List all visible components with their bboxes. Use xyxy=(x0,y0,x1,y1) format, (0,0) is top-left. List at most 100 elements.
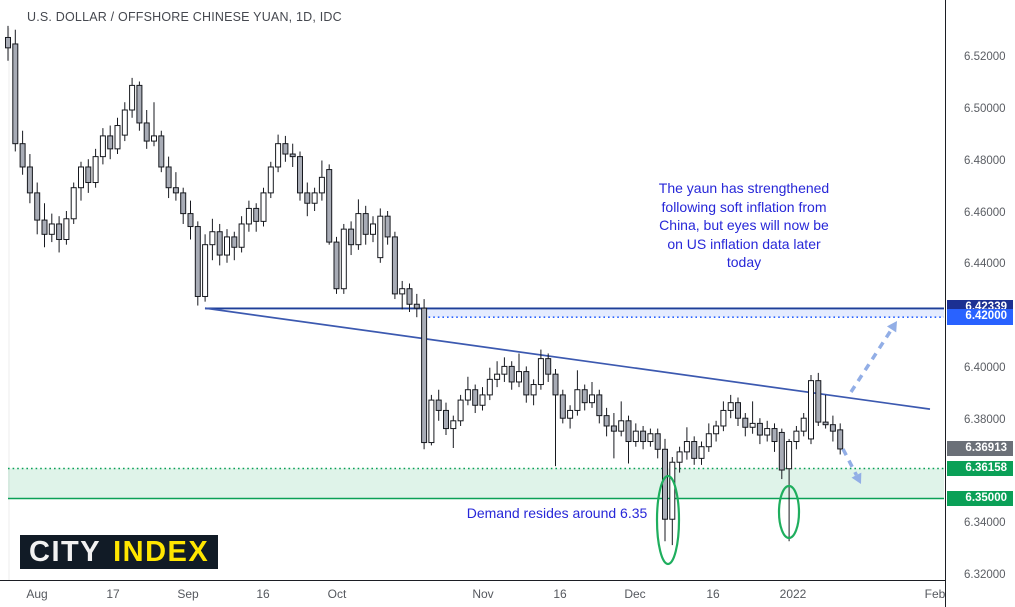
candle-body xyxy=(260,192,267,222)
candle-body xyxy=(180,192,187,215)
candle-body xyxy=(34,192,41,221)
city-index-logo: CITY INDEX xyxy=(20,535,219,569)
candle-body xyxy=(63,218,70,240)
time-axis-label: Sep xyxy=(177,587,199,601)
candle-body xyxy=(238,223,245,248)
candle-body xyxy=(486,378,493,396)
candle-body xyxy=(85,166,92,184)
candle-body xyxy=(253,207,260,222)
candle-body xyxy=(494,373,501,380)
price-axis-label: 6.32000 xyxy=(964,569,1006,582)
candle-body xyxy=(348,228,355,246)
candle-body xyxy=(267,166,274,194)
highlight-ellipse[interactable] xyxy=(777,484,801,540)
candle-body xyxy=(559,394,566,419)
price-axis[interactable]: 6.52000 6.50000 6.48000 6.46000 6.44000 6.400… xyxy=(945,0,1015,607)
time-axis-label: 16 xyxy=(706,587,720,601)
candle-body xyxy=(202,244,209,297)
annotation-inflation-note[interactable]: The yaun has strengthened following soft… xyxy=(658,180,830,270)
candle-body xyxy=(224,236,230,256)
candle-body xyxy=(92,156,99,184)
candle-body xyxy=(158,135,165,168)
symbol-title: U.S. DOLLAR / OFFSHORE CHINESE YUAN, 1D,… xyxy=(27,10,342,24)
price-axis-label: 6.34000 xyxy=(964,517,1006,530)
candle-body xyxy=(297,156,303,194)
candle-body xyxy=(800,417,807,432)
candle-body xyxy=(187,213,194,228)
candle-body xyxy=(311,192,318,204)
candle-body xyxy=(508,365,515,383)
time-axis-label: 2022 xyxy=(779,587,807,601)
candle-body xyxy=(764,428,771,436)
plot-contents xyxy=(5,25,945,580)
alert-level-badge: 6.42000 xyxy=(947,309,1013,325)
candle-body xyxy=(756,422,763,436)
candle-body xyxy=(837,429,844,450)
candle-body xyxy=(786,441,793,470)
candle-body xyxy=(172,187,179,194)
time-axis-label: Nov xyxy=(472,587,494,601)
candle-body xyxy=(778,431,785,471)
last-price-badge: 6.36913 xyxy=(947,440,1013,457)
annotation-demand-note[interactable]: Demand resides around 6.35 xyxy=(466,505,648,521)
time-axis-label: 16 xyxy=(553,587,567,601)
price-axis-label: 6.46000 xyxy=(964,206,1006,219)
candle-body xyxy=(275,143,282,168)
candle-body xyxy=(384,215,391,238)
demand-top-badge: 6.36158 xyxy=(947,460,1013,476)
candle-body xyxy=(399,288,406,295)
candle-body xyxy=(435,399,442,411)
candle-body xyxy=(5,36,11,49)
logo-city-text: CITY xyxy=(29,536,102,568)
candle-body xyxy=(216,231,223,256)
candle-body xyxy=(428,399,435,444)
projection-down-arrow-head xyxy=(851,472,862,484)
candle-body xyxy=(683,441,690,453)
candle-body xyxy=(289,153,296,158)
green-demand-zone[interactable] xyxy=(8,468,945,499)
time-axis-label: Dec xyxy=(624,587,646,601)
projection-down-arrow[interactable] xyxy=(841,448,858,476)
candle-body xyxy=(472,389,479,406)
candle-body xyxy=(632,430,639,443)
candle-body xyxy=(333,241,340,290)
candle-body xyxy=(231,236,238,248)
candle-body xyxy=(610,425,617,432)
time-axis[interactable]: Aug 17 Sep 16 Oct Nov 16 Dec 16 2022 Feb xyxy=(0,580,1015,607)
candle-body xyxy=(151,135,157,142)
candle-body xyxy=(457,399,464,422)
candle-body xyxy=(421,307,428,444)
candle-body xyxy=(501,365,508,375)
highlight-ellipse[interactable] xyxy=(655,474,681,566)
time-axis-label: 16 xyxy=(256,587,270,601)
candle-body xyxy=(537,358,544,386)
candle-body xyxy=(581,389,588,404)
candle-body xyxy=(691,441,698,459)
candle-body xyxy=(742,417,749,428)
candle-body xyxy=(41,219,48,235)
candle-body xyxy=(654,433,661,450)
blue-alert-zone[interactable] xyxy=(424,308,945,318)
candle-body xyxy=(808,380,814,440)
candle-body xyxy=(523,371,530,396)
logo-index-text: INDEX xyxy=(113,536,210,568)
time-axis-label: Feb xyxy=(924,587,946,601)
candle-body xyxy=(377,215,384,259)
price-axis-label: 6.40000 xyxy=(964,362,1006,374)
candle-body xyxy=(48,223,55,235)
candle-body xyxy=(713,425,720,435)
price-axis-label: 6.50000 xyxy=(964,103,1006,115)
candle-body xyxy=(304,192,311,204)
candle-body xyxy=(720,409,727,427)
candle-body xyxy=(78,166,84,189)
candle-body xyxy=(136,84,143,124)
candle-body xyxy=(464,389,471,401)
candle-body xyxy=(574,389,581,411)
demand-bottom-badge: 6.35000 xyxy=(947,490,1013,506)
candle-body xyxy=(413,303,420,309)
candle-body xyxy=(121,109,128,136)
candle-body xyxy=(114,125,121,150)
projection-up-arrow[interactable] xyxy=(849,328,894,393)
candle-body xyxy=(326,169,333,243)
